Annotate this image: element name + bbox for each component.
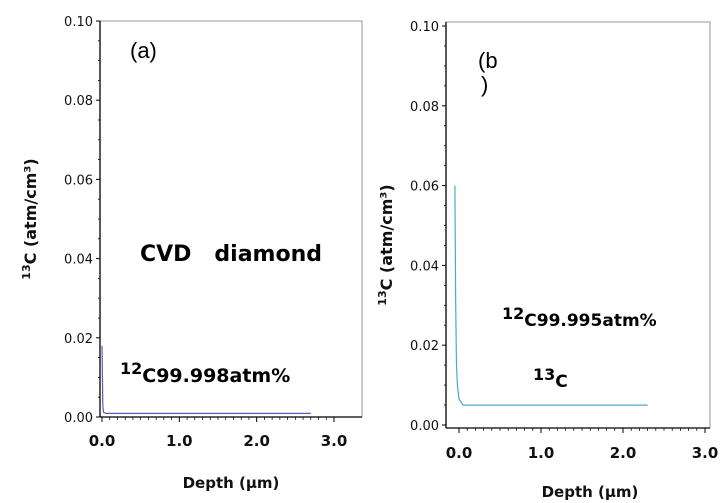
y-tick-label: 0.02 (410, 339, 439, 354)
y-ticks-a: 0.00 0.02 0.04 0.06 0.08 0.10 (64, 15, 100, 426)
x-ticks-b: 0.0 1.0 2.0 3.0 (446, 428, 719, 462)
y-tick-label: 0.06 (410, 180, 439, 195)
x-tick-label: 1.0 (166, 432, 193, 450)
panel-b: 0.00 0.02 0.04 0.06 0.08 0.10 0.0 1.0 2.0 3.0 (b… (376, 20, 718, 501)
panel-label-a: (a) (130, 38, 157, 63)
x-tick-label: 1.0 (528, 444, 555, 462)
y-tick-label: 0.00 (64, 411, 93, 426)
x-tick-label: 0.0 (446, 444, 473, 462)
y-axis-label-b: 13C (atm/cm³) (376, 184, 396, 305)
y-tick-label: 0.06 (64, 173, 93, 188)
y-tick-label: 0.02 (64, 332, 93, 347)
x-tick-label: 0.0 (89, 432, 116, 450)
panel-a: 0.00 0.02 0.04 0.06 0.08 0.10 0.0 1.0 2.0 3.0 (a… (20, 15, 363, 492)
purity-sup-b: 12 (502, 304, 524, 323)
plot-frame-a (99, 20, 363, 418)
y-tick-label: 0.10 (64, 15, 93, 30)
x-tick-label: 2.0 (243, 432, 270, 450)
y-axis-label-text-a: C (atm/cm³) (21, 158, 40, 264)
purity-annotation-a: 12C99.998atm% (120, 359, 290, 387)
y-axis-label-text-b: C (atm/cm³) (377, 184, 396, 290)
panel-label-b-bottom: ) (481, 72, 488, 97)
series-sup-b: 13 (533, 365, 555, 384)
y-axis-label-sup-b: 13 (376, 290, 389, 305)
x-tick-label: 2.0 (610, 444, 637, 462)
x-tick-label: 3.0 (692, 444, 719, 462)
y-tick-label: 0.04 (64, 253, 93, 268)
y-ticks-b: 0.00 0.02 0.04 0.06 0.08 0.10 (410, 20, 446, 434)
y-tick-label: 0.08 (410, 100, 439, 115)
y-axis-label-a: 13C (atm/cm³) (20, 158, 40, 279)
purity-annotation-b: 12C99.995atm% (502, 304, 657, 331)
y-axis-label-sup-a: 13 (20, 264, 33, 279)
series-line (454, 185, 648, 406)
panel-label-b-top: (b (478, 48, 498, 73)
y-tick-label: 0.04 (410, 259, 439, 274)
x-axis-label-a: Depth (µm) (183, 474, 280, 492)
series-a (101, 345, 311, 414)
series-line (101, 345, 311, 414)
x-tick-label: 3.0 (321, 432, 348, 450)
series-text-b: C (555, 372, 567, 392)
y-tick-label: 0.08 (64, 94, 93, 109)
x-ticks-a: 0.0 1.0 2.0 3.0 (89, 417, 348, 450)
x-axis-label-b: Depth (µm) (542, 483, 639, 501)
y-tick-label: 0.10 (410, 20, 439, 35)
purity-text-b: C99.995atm% (524, 311, 656, 331)
material-annotation: CVD diamond (140, 242, 322, 267)
series-b (454, 185, 648, 406)
purity-text-a: C99.998atm% (142, 365, 290, 387)
y-tick-label: 0.00 (410, 419, 439, 434)
purity-sup-a: 12 (120, 359, 142, 378)
series-annotation-b: 13C (533, 365, 568, 392)
